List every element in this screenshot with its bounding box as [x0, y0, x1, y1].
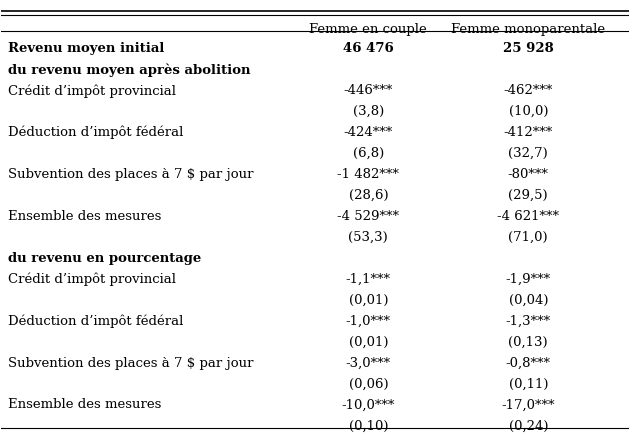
Text: Crédit d’impôt provincial: Crédit d’impôt provincial [8, 84, 176, 97]
Text: -1,1***: -1,1*** [346, 272, 391, 285]
Text: Déduction d’impôt fédéral: Déduction d’impôt fédéral [8, 314, 183, 327]
Text: (0,13): (0,13) [508, 335, 548, 348]
Text: (0,01): (0,01) [348, 335, 388, 348]
Text: -1,0***: -1,0*** [346, 314, 391, 327]
Text: -446***: -446*** [343, 84, 393, 97]
Text: (71,0): (71,0) [508, 230, 548, 244]
Text: -412***: -412*** [503, 126, 553, 139]
Text: (0,01): (0,01) [348, 293, 388, 306]
Text: (53,3): (53,3) [348, 230, 388, 244]
Text: 25 928: 25 928 [503, 42, 554, 55]
Text: -17,0***: -17,0*** [501, 398, 555, 410]
Text: -1,9***: -1,9*** [506, 272, 551, 285]
Text: -4 529***: -4 529*** [337, 209, 399, 223]
Text: -462***: -462*** [503, 84, 553, 97]
Text: Femme en couple: Femme en couple [309, 23, 427, 36]
Text: 46 476: 46 476 [343, 42, 394, 55]
Text: -3,0***: -3,0*** [346, 356, 391, 369]
Text: Revenu moyen initial: Revenu moyen initial [8, 42, 164, 55]
Text: Ensemble des mesures: Ensemble des mesures [8, 209, 161, 223]
Text: Femme monoparentale: Femme monoparentale [451, 23, 605, 36]
Text: du revenu moyen après abolition: du revenu moyen après abolition [8, 63, 250, 77]
Text: (28,6): (28,6) [348, 189, 388, 201]
Text: Crédit d’impôt provincial: Crédit d’impôt provincial [8, 272, 176, 286]
Text: -424***: -424*** [344, 126, 393, 139]
Text: Déduction d’impôt fédéral: Déduction d’impôt fédéral [8, 126, 183, 139]
Text: -10,0***: -10,0*** [341, 398, 395, 410]
Text: (0,11): (0,11) [508, 377, 548, 389]
Text: (0,06): (0,06) [348, 377, 388, 389]
Text: (0,24): (0,24) [508, 418, 548, 431]
Text: (0,04): (0,04) [508, 293, 548, 306]
Text: (10,0): (10,0) [508, 105, 548, 118]
Text: -1 482***: -1 482*** [338, 168, 399, 180]
Text: -4 621***: -4 621*** [497, 209, 559, 223]
Text: Subvention des places à 7 $ par jour: Subvention des places à 7 $ par jour [8, 356, 253, 369]
Text: (6,8): (6,8) [353, 147, 384, 160]
Text: (3,8): (3,8) [353, 105, 384, 118]
Text: Subvention des places à 7 $ par jour: Subvention des places à 7 $ par jour [8, 168, 253, 180]
Text: (32,7): (32,7) [508, 147, 548, 160]
Text: du revenu en pourcentage: du revenu en pourcentage [8, 251, 201, 264]
Text: (0,10): (0,10) [348, 418, 388, 431]
Text: -1,3***: -1,3*** [506, 314, 551, 327]
Text: Ensemble des mesures: Ensemble des mesures [8, 398, 161, 410]
Text: (29,5): (29,5) [508, 189, 548, 201]
Text: -80***: -80*** [508, 168, 549, 180]
Text: -0,8***: -0,8*** [506, 356, 551, 369]
